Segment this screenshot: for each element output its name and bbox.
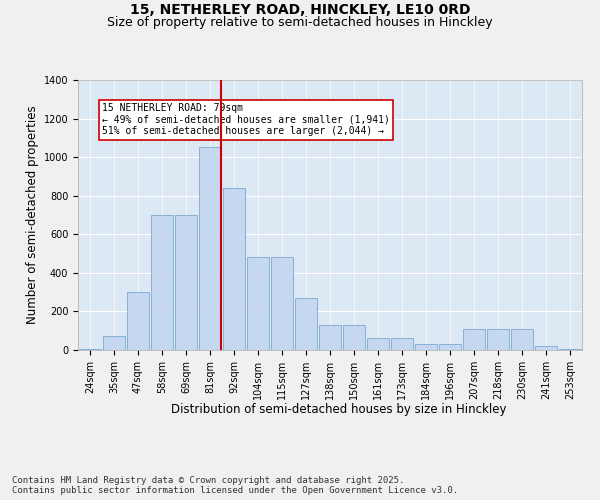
Bar [343, 325, 365, 350]
Text: Contains HM Land Registry data © Crown copyright and database right 2025.
Contai: Contains HM Land Registry data © Crown c… [12, 476, 458, 495]
Bar [319, 325, 341, 350]
Bar [295, 298, 317, 350]
Bar [535, 346, 557, 350]
Text: Size of property relative to semi-detached houses in Hinckley: Size of property relative to semi-detach… [107, 16, 493, 29]
Bar [559, 349, 581, 350]
Bar [271, 258, 293, 350]
Bar [151, 215, 173, 350]
Bar [175, 215, 197, 350]
Bar [439, 344, 461, 350]
Bar [487, 329, 509, 350]
Bar [511, 329, 533, 350]
Y-axis label: Number of semi-detached properties: Number of semi-detached properties [26, 106, 40, 324]
Bar [367, 338, 389, 350]
Bar [103, 336, 125, 350]
Bar [223, 188, 245, 350]
Bar [79, 349, 101, 350]
Bar [127, 292, 149, 350]
Text: Distribution of semi-detached houses by size in Hinckley: Distribution of semi-detached houses by … [171, 402, 507, 415]
Bar [415, 344, 437, 350]
Bar [199, 148, 221, 350]
Text: 15, NETHERLEY ROAD, HINCKLEY, LE10 0RD: 15, NETHERLEY ROAD, HINCKLEY, LE10 0RD [130, 2, 470, 16]
Bar [463, 329, 485, 350]
Bar [247, 258, 269, 350]
Bar [391, 338, 413, 350]
Text: 15 NETHERLEY ROAD: 79sqm
← 49% of semi-detached houses are smaller (1,941)
51% o: 15 NETHERLEY ROAD: 79sqm ← 49% of semi-d… [102, 103, 390, 136]
